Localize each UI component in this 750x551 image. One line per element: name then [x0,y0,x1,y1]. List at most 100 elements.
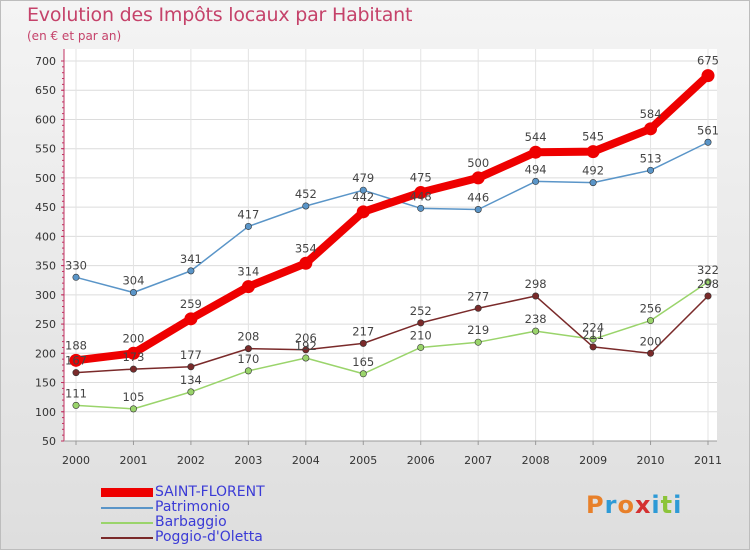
data-point-barbaggio [187,388,195,396]
data-label-barbaggio: 256 [640,302,662,316]
data-label-saint-florent: 675 [697,54,719,68]
data-point-patrimonio [532,177,540,185]
data-point-patrimonio [244,222,252,230]
legend-swatch-patrimonio [101,507,153,509]
data-point-poggio-d-oletta [302,346,310,354]
data-label-patrimonio: 448 [410,189,432,203]
legend-label-saint-florent: SAINT-FLORENT [155,484,265,500]
y-tick-label: 150 [35,377,56,390]
data-point-poggio-d-oletta [129,365,137,373]
data-label-patrimonio: 417 [237,207,259,221]
data-point-barbaggio [532,327,540,335]
data-point-poggio-d-oletta [417,319,425,327]
logo-letter: t [660,491,674,519]
data-label-barbaggio: 238 [525,312,547,326]
data-label-patrimonio: 330 [65,258,87,272]
data-label-barbaggio: 224 [582,320,604,334]
chart-title: Evolution des Impôts locaux par Habitant [27,4,413,26]
data-point-barbaggio [704,278,712,286]
data-label-saint-florent: 544 [525,130,547,144]
data-point-poggio-d-oletta [704,292,712,300]
legend-swatch-barbaggio [101,522,153,524]
y-tick-label: 100 [35,406,56,419]
data-label-barbaggio: 322 [697,263,719,277]
chart-legend: SAINT-FLORENT Patrimonio Barbaggio Poggio-d… [101,485,341,545]
data-point-saint-florent [414,186,428,200]
data-label-patrimonio: 513 [640,151,662,165]
series-line-saint-florent [72,71,712,365]
legend-swatch-poggio-d-oletta [101,537,153,539]
data-point-saint-florent [299,256,313,270]
logo-letter: x [634,491,652,519]
data-label-poggio-d-oletta: 277 [467,289,489,303]
x-tick-label: 2001 [119,454,147,467]
data-label-barbaggio: 111 [65,386,87,400]
x-tick-label: 2008 [522,454,550,467]
data-label-poggio-d-oletta: 298 [525,277,547,291]
data-label-poggio-d-oletta: 200 [640,334,662,348]
y-tick-label: 350 [35,260,56,273]
legend-item-barbaggio: Barbaggio [101,515,341,530]
x-tick-label: 2009 [579,454,607,467]
data-label-poggio-d-oletta: 208 [237,330,259,344]
data-label-poggio-d-oletta: 252 [410,304,432,318]
y-tick-label: 450 [35,201,56,214]
y-tick-label: 250 [35,318,56,331]
data-point-poggio-d-oletta [72,369,80,377]
data-point-barbaggio [72,401,80,409]
data-point-barbaggio [359,370,367,378]
legend-label-poggio-d-oletta: Poggio-d'Oletta [155,529,263,545]
data-label-saint-florent: 584 [640,107,662,121]
x-tick-label: 2007 [464,454,492,467]
data-point-patrimonio [187,267,195,275]
data-point-saint-florent [69,353,83,367]
data-label-saint-florent: 188 [65,338,87,352]
data-label-patrimonio: 479 [352,171,374,185]
data-point-patrimonio [302,202,310,210]
data-point-poggio-d-oletta [187,363,195,371]
data-label-saint-florent: 500 [467,156,489,170]
data-point-patrimonio [704,138,712,146]
legend-label-barbaggio: Barbaggio [155,514,227,530]
data-point-patrimonio [647,166,655,174]
data-point-saint-florent [126,346,140,360]
data-label-poggio-d-oletta: 173 [122,350,144,364]
data-label-poggio-d-oletta: 217 [352,324,374,338]
data-label-saint-florent: 354 [295,241,317,255]
y-tick-label: 700 [35,55,56,68]
data-label-barbaggio: 210 [410,328,432,342]
data-point-poggio-d-oletta [474,304,482,312]
data-point-barbaggio [129,405,137,413]
data-label-poggio-d-oletta: 167 [65,354,87,368]
data-point-saint-florent [471,171,485,185]
x-tick-label: 2004 [292,454,320,467]
data-label-barbaggio: 192 [295,339,317,353]
legend-item-patrimonio: Patrimonio [101,500,341,515]
data-point-poggio-d-oletta [647,349,655,357]
data-point-barbaggio [417,343,425,351]
data-point-poggio-d-oletta [359,339,367,347]
data-label-barbaggio: 165 [352,355,374,369]
legend-label-patrimonio: Patrimonio [155,499,231,515]
proxiti-logo: Proxiti [586,491,682,519]
data-label-barbaggio: 134 [180,373,202,387]
plot-area [64,49,717,441]
data-label-saint-florent: 200 [122,331,144,345]
y-tick-label: 300 [35,289,56,302]
logo-letter: o [617,491,635,519]
data-point-barbaggio [302,354,310,362]
data-point-patrimonio [589,179,597,187]
data-label-poggio-d-oletta: 206 [295,331,317,345]
logo-letter: i [673,491,683,519]
data-label-barbaggio: 105 [122,390,144,404]
data-label-patrimonio: 341 [180,252,202,266]
data-point-barbaggio [244,367,252,375]
x-tick-label: 2010 [637,454,665,467]
data-point-patrimonio [129,289,137,297]
data-point-barbaggio [647,317,655,325]
logo-letter: r [604,491,618,519]
data-label-barbaggio: 170 [237,352,259,366]
data-label-patrimonio: 446 [467,190,489,204]
data-label-patrimonio: 452 [295,187,317,201]
